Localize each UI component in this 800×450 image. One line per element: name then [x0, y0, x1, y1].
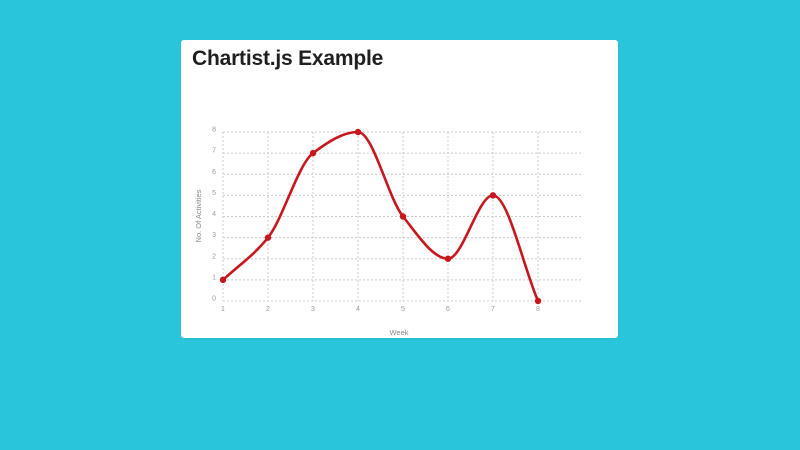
y-axis-title: No. Of Activities: [194, 189, 203, 242]
x-tick-label: 7: [491, 306, 495, 313]
x-tick-label: 2: [266, 306, 270, 313]
data-point: [489, 192, 497, 199]
y-tick-label: 7: [212, 148, 216, 155]
y-tick-label: 4: [212, 211, 216, 218]
y-tick-label: 1: [212, 274, 216, 281]
page-title: Chartist.js Example: [192, 47, 384, 70]
y-tick-label: 0: [212, 296, 216, 303]
chart-series: [219, 128, 542, 305]
x-tick-label: 4: [356, 306, 360, 313]
y-tick-label: 6: [212, 169, 216, 176]
data-point: [534, 297, 542, 305]
y-axis-ticks: 0 1 2 3 4 5 6 7 8: [212, 127, 216, 303]
y-tick-label: 3: [212, 232, 216, 239]
data-point: [309, 149, 317, 157]
x-tick-label: 6: [446, 306, 450, 313]
x-tick-label: 5: [401, 306, 405, 313]
x-axis-ticks: 1 2 3 4 5 6 7 8: [221, 306, 540, 313]
x-axis-title: Week: [389, 328, 408, 337]
data-point: [444, 255, 452, 262]
data-point: [264, 234, 272, 241]
y-tick-label: 2: [212, 253, 216, 260]
x-tick-label: 3: [311, 306, 315, 313]
y-tick-label: 8: [212, 127, 216, 134]
data-point: [354, 128, 362, 136]
y-tick-label: 5: [212, 190, 216, 197]
x-tick-label: 1: [221, 306, 225, 313]
x-tick-label: 8: [536, 306, 540, 313]
vertical-gridlines: [222, 132, 539, 301]
data-point: [219, 276, 227, 284]
data-point: [399, 213, 407, 220]
